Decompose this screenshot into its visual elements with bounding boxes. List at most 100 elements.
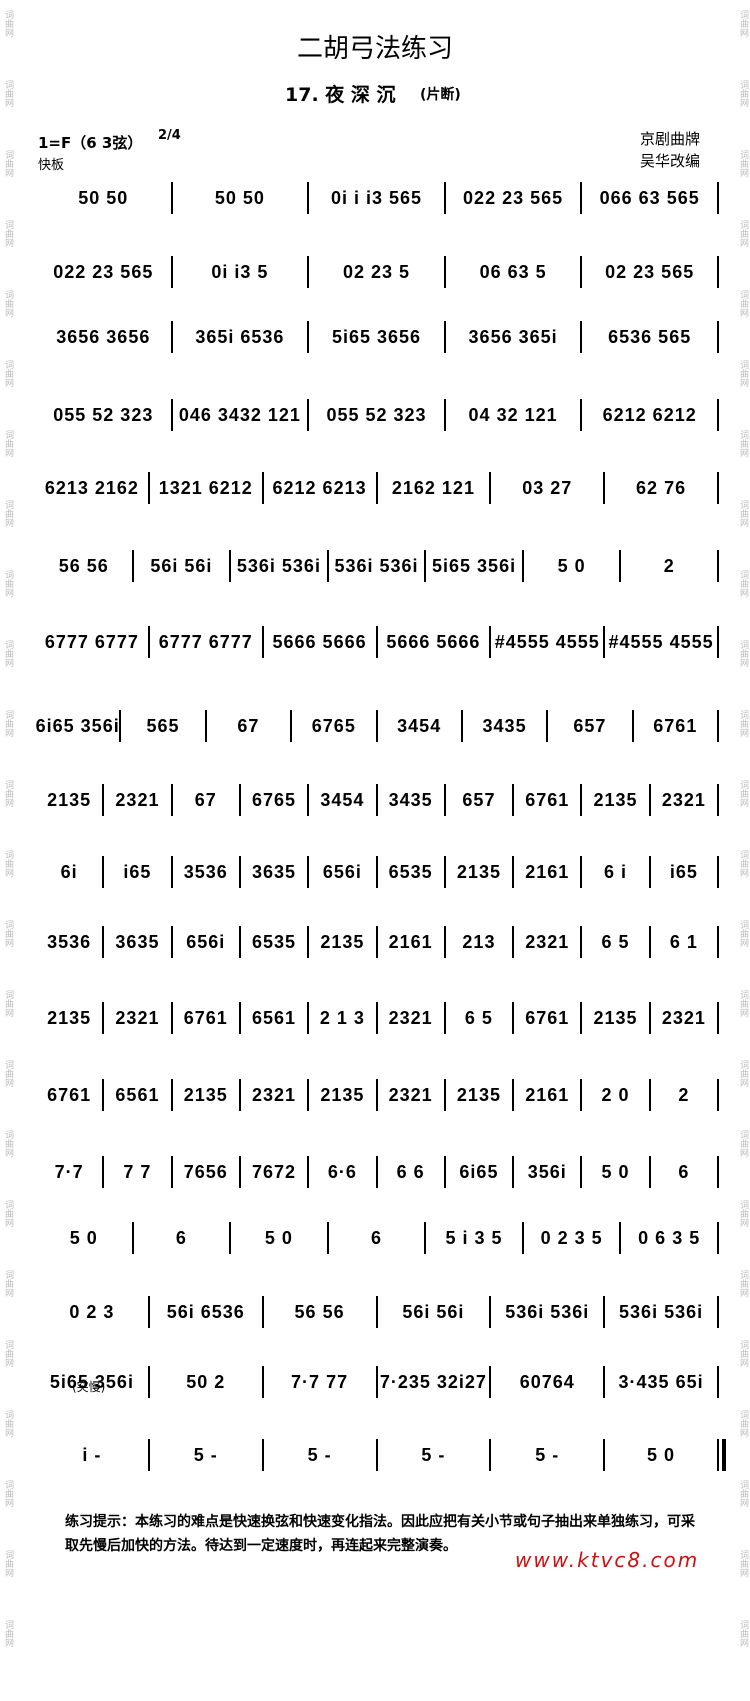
measure: #4555 4555 — [608, 632, 714, 652]
measure: 56 56 — [58, 556, 109, 576]
side-mark: 词曲网 — [738, 920, 748, 947]
time: 2/4 — [158, 128, 181, 143]
measure: 2321 — [661, 790, 706, 810]
measure: i - — [82, 1445, 102, 1465]
measure: 6535 — [252, 932, 297, 952]
barline — [443, 256, 446, 288]
barline — [580, 399, 583, 431]
side-mark: 词曲网 — [3, 10, 13, 37]
measure: 055 52 323 — [53, 405, 154, 425]
barline — [460, 710, 463, 742]
measure: 6761 — [653, 716, 698, 736]
barline — [443, 182, 446, 214]
measure: 3635 — [115, 932, 160, 952]
measure: 5i65 356i — [432, 556, 517, 576]
measure: 56 56 — [294, 1302, 345, 1322]
side-mark: 词曲网 — [3, 850, 13, 877]
barline — [170, 784, 173, 816]
annotation: (突慢) — [72, 1380, 106, 1394]
measure: 6i65 356i — [35, 716, 120, 736]
measure: 56i 56i — [402, 1302, 465, 1322]
barline — [717, 1296, 719, 1328]
barline — [170, 926, 173, 958]
barline — [580, 182, 583, 214]
barline — [131, 1222, 134, 1254]
final-barline — [722, 1439, 726, 1471]
measure: 02 23 565 — [605, 262, 695, 282]
measure: 565 — [146, 716, 180, 736]
side-mark: 词曲网 — [3, 1340, 13, 1367]
measure: 0i i3 5 — [211, 262, 269, 282]
barline — [580, 926, 583, 958]
measure: 5666 5666 — [386, 632, 481, 652]
measure: 0i i i3 565 — [330, 188, 423, 208]
side-mark: 词曲网 — [3, 150, 13, 177]
side-mark: 词曲网 — [738, 1270, 748, 1297]
measure: 2 0 — [601, 1085, 630, 1105]
measure: 67 — [194, 790, 217, 810]
side-mark: 词曲网 — [3, 1060, 13, 1087]
barline — [717, 1222, 719, 1254]
barline — [512, 856, 515, 888]
barline — [717, 1079, 719, 1111]
barline — [375, 1296, 378, 1328]
side-mark: 词曲网 — [738, 80, 748, 107]
measure: 2321 — [525, 932, 570, 952]
measure: 0 2 3 5 — [540, 1228, 603, 1248]
footer-note: 练习提示：本练习的难点是快速换弦和快速变化指法。因此应把有关小节或句子抽出来单独… — [65, 1514, 695, 1554]
barline — [443, 856, 446, 888]
barline — [580, 321, 583, 353]
measure: 2161 — [525, 862, 570, 882]
side-mark: 词曲网 — [738, 1480, 748, 1507]
measure: 6 5 — [601, 932, 630, 952]
barline — [619, 1222, 622, 1254]
side-mark: 词曲网 — [738, 1620, 748, 1647]
barline — [603, 1366, 606, 1398]
measure: 536i 536i — [505, 1302, 590, 1322]
barline — [307, 256, 310, 288]
barline — [307, 856, 310, 888]
measure: 536i 536i — [334, 556, 419, 576]
measure: 656i — [322, 862, 362, 882]
watermark: www.ktvc8.com — [515, 1548, 700, 1572]
barline — [375, 856, 378, 888]
barline — [489, 626, 492, 658]
measure: 56i 56i — [150, 556, 213, 576]
side-mark: 词曲网 — [3, 710, 13, 737]
barline — [648, 856, 651, 888]
measure: 2321 — [388, 1085, 433, 1105]
side-mark: 词曲网 — [3, 1620, 13, 1647]
barline — [489, 1296, 492, 1328]
measure: 7656 — [183, 1162, 228, 1182]
measure: 2135 — [47, 1008, 92, 1028]
barline — [102, 926, 105, 958]
barline — [603, 1439, 606, 1471]
measure: 657 — [462, 790, 496, 810]
barline — [131, 550, 134, 582]
title: 二胡弓法练习 — [296, 34, 453, 64]
barline — [717, 856, 719, 888]
measure: 50 50 — [214, 188, 265, 208]
barline — [307, 182, 310, 214]
barline — [648, 1156, 651, 1188]
barline — [307, 784, 310, 816]
measure: 6 — [370, 1228, 382, 1248]
subtitle-note: (片断) — [420, 87, 461, 103]
measure: 046 3432 121 — [178, 405, 301, 425]
measure: 5 - — [535, 1445, 560, 1465]
barline — [147, 1366, 150, 1398]
measure: 6·6 — [327, 1162, 357, 1182]
barline — [102, 784, 105, 816]
barline — [717, 472, 719, 504]
measure: 6765 — [311, 716, 356, 736]
barline — [619, 550, 622, 582]
barline — [521, 1222, 524, 1254]
side-mark: 词曲网 — [738, 1130, 748, 1157]
measure: 5 0 — [647, 1445, 676, 1465]
barline — [512, 926, 515, 958]
side-mark: 词曲网 — [738, 1200, 748, 1227]
barline — [375, 472, 378, 504]
barline — [546, 710, 549, 742]
side-mark: 词曲网 — [3, 570, 13, 597]
side-mark: 词曲网 — [3, 500, 13, 527]
